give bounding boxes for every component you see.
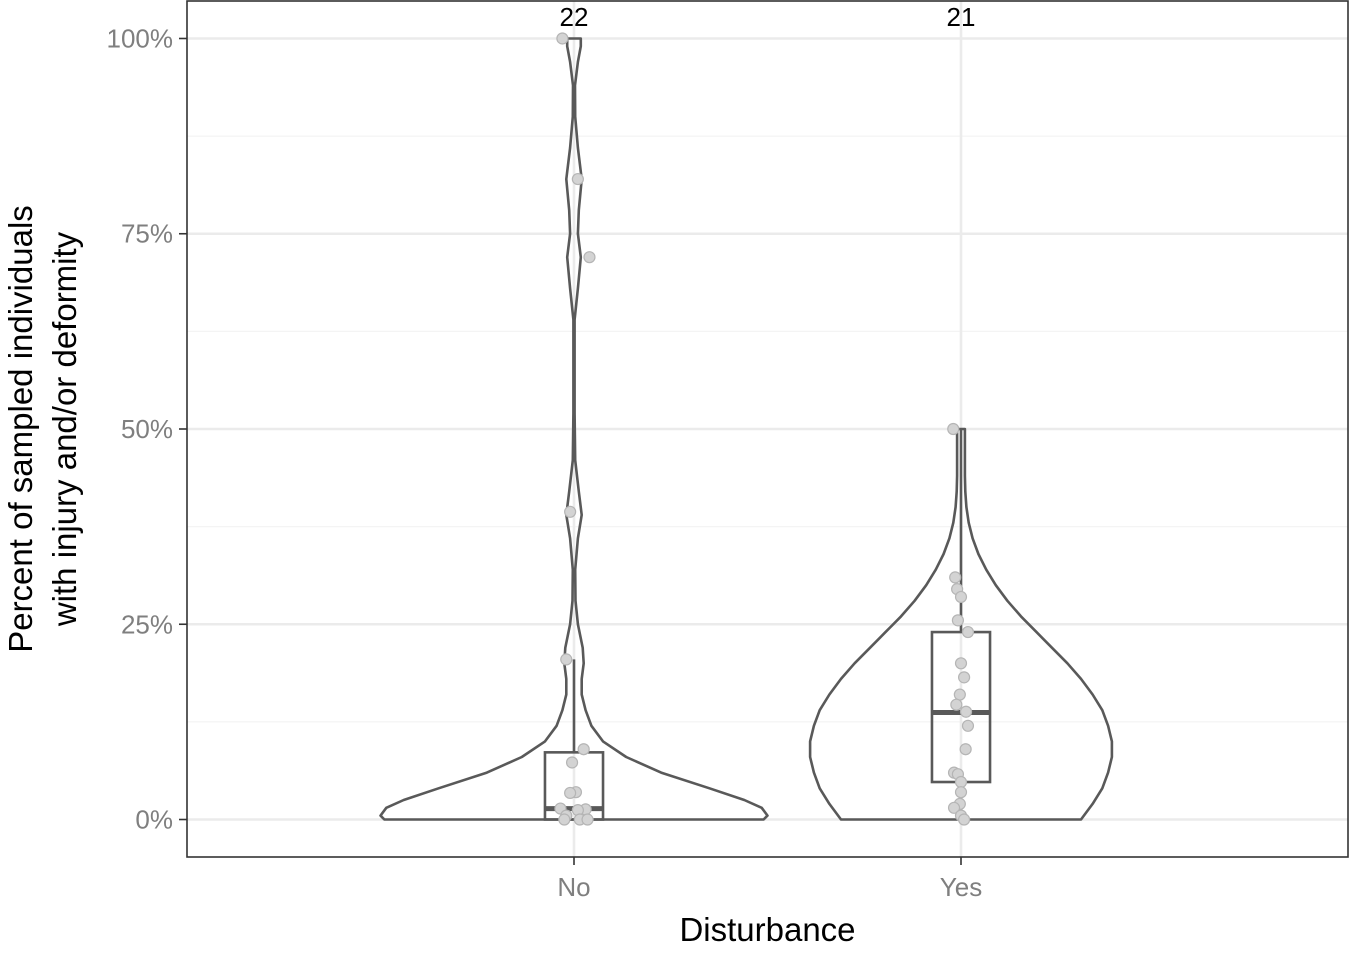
y-tick-label: 0% [135, 805, 173, 835]
data-point [951, 614, 965, 627]
data-point [564, 505, 577, 518]
y-axis-title: Percent of sampled individuals [2, 205, 39, 653]
data-point [565, 756, 579, 769]
y-tick-label: 75% [121, 219, 173, 249]
data-point [954, 786, 968, 799]
data-point [558, 813, 571, 826]
y-axis-title: with injury and/or deformity [46, 231, 83, 627]
data-point [583, 251, 596, 264]
data-point [954, 775, 968, 789]
y-tick-label: 100% [107, 23, 174, 53]
n-label: 21 [947, 2, 976, 32]
data-point [564, 786, 577, 800]
data-point [959, 743, 972, 756]
data-point [961, 719, 975, 732]
data-point [556, 32, 569, 45]
data-point [949, 571, 962, 584]
data-point [571, 172, 584, 186]
data-point [581, 813, 594, 826]
n-label: 22 [560, 2, 589, 32]
data-point [954, 590, 968, 604]
data-point [560, 653, 573, 666]
y-tick-label: 25% [121, 609, 173, 639]
data-point [947, 422, 960, 436]
x-tick-label: No [557, 872, 590, 902]
data-point [959, 705, 973, 718]
data-point [961, 625, 975, 639]
data-point [957, 671, 971, 684]
data-point [953, 688, 966, 701]
x-tick-label: Yes [940, 872, 982, 902]
data-point [577, 743, 590, 756]
x-axis-title: Disturbance [679, 911, 855, 948]
data-point [954, 657, 968, 670]
data-point [950, 698, 963, 711]
data-point [947, 801, 961, 814]
data-point [957, 813, 971, 826]
y-tick-label: 50% [121, 414, 173, 444]
